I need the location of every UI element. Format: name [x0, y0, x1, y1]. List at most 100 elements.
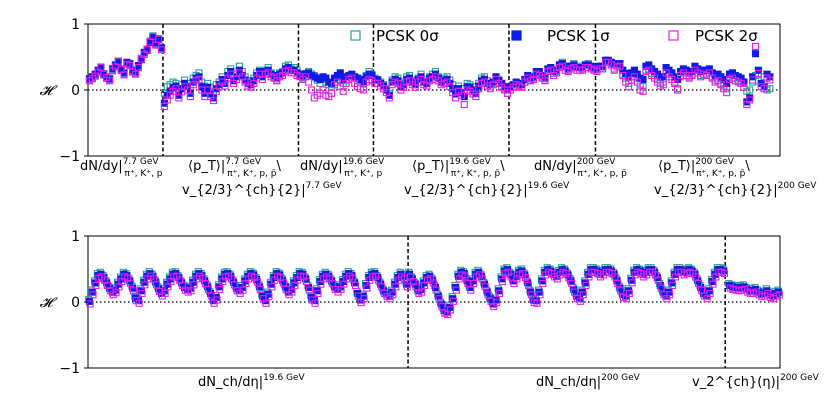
top-point-2s-229 [746, 96, 754, 104]
top-point-2s-230 [749, 76, 757, 84]
bottom-point-2s-1-15 [449, 297, 458, 305]
top-point-1s-192 [639, 75, 647, 83]
bottom-point-2s-1-59 [576, 297, 584, 305]
bottom-point-2s-0-59 [256, 285, 264, 294]
top-point-2s-77 [307, 86, 316, 94]
bottom-point-2s-1-31 [496, 289, 504, 297]
bottom-label-dnch-19: dN_ch/dη|19.6 GeV [198, 373, 306, 390]
bottom-point-2s-0-53 [239, 286, 247, 294]
bottom-point-2s-1-9 [432, 286, 440, 294]
top-panel: 1 0 −1 𝓗 PCSK 0σ PCSK 1σ PCSK 2σ dN/dy|7… [40, 17, 818, 198]
top-point-2s-38 [195, 75, 203, 83]
bottom-label-v2-200: v_2^{ch}(η)|200 GeV [692, 373, 820, 390]
legend-marker-2s [668, 30, 679, 41]
bottom-point-2s-1-8 [429, 279, 437, 287]
top-point-2s-236 [766, 76, 774, 84]
legend: PCSK 0σ PCSK 1σ PCSK 2σ [350, 27, 758, 45]
top-point-2s-4 [97, 64, 105, 72]
top-point-2s-47 [221, 82, 229, 90]
bottom-point-2s-1-60 [579, 291, 587, 299]
bottom-point-2s-0-15 [129, 287, 137, 295]
top-point-2s-107 [394, 79, 402, 87]
top-point-2s-204 [674, 86, 682, 94]
bottom-point-2s-1-104 [706, 289, 714, 297]
top-label-v2-19: v_{2/3}^{ch}{2}|19.6 GeV [404, 181, 570, 198]
top-label-dndy-19: dN/dy|19.6 GeV π⁺, K⁺, p [300, 157, 385, 179]
bottom-point-2s-0-75 [302, 277, 310, 286]
top-point-2s-95 [359, 86, 367, 94]
bottom-point-2s-1-32 [498, 277, 507, 286]
bottom-ytick-label-0: 0 [71, 295, 80, 311]
top-ytick-label-0: 0 [71, 83, 80, 99]
bottom-point-2s-1-87 [657, 284, 665, 292]
top-point-2s-25 [157, 46, 166, 54]
bottom-ytick-label-1: 1 [71, 229, 80, 245]
bottom-point-2s-0-41 [204, 285, 212, 294]
bottom-point-2s-0-17 [135, 299, 143, 307]
bottom-point-2s-1-91 [669, 281, 677, 290]
top-point-2s-17 [134, 64, 143, 72]
legend-label-2s: PCSK 2σ [695, 27, 758, 45]
bottom-point-2s-0-110 [403, 283, 411, 291]
bottom-point-2s-1-10 [435, 295, 443, 303]
legend-marker-0s [350, 30, 361, 41]
top-point-2s-35 [186, 93, 194, 101]
bottom-point-2s-1-76 [625, 289, 633, 297]
top-point-2s-24 [155, 35, 163, 43]
top-point-1s-229 [746, 94, 754, 102]
top-point-2s-49 [227, 70, 235, 78]
top-point-2s-34 [183, 86, 192, 94]
bottom-point-2s-0-18 [138, 289, 146, 297]
top-point-2s-130 [460, 100, 468, 109]
top-point-2s-187 [625, 83, 633, 91]
bottom-point-2s-1-44 [533, 299, 541, 307]
bottom-point-2s-1-21 [467, 286, 475, 294]
top-point-1s-17 [134, 62, 143, 70]
bottom-point-2s-0-76 [305, 286, 313, 294]
bottom-point-2s-1-86 [654, 276, 662, 284]
top-point-2s-14 [126, 62, 134, 70]
top-point-2s-199 [659, 81, 667, 89]
bottom-point-2s-1-57 [571, 288, 579, 296]
top-point-2s-104 [385, 94, 393, 102]
bottom-point-2s-0-14 [126, 279, 135, 288]
bottom-point-2s-0-100 [374, 276, 383, 284]
bottom-point-2s-1-14 [447, 306, 455, 314]
bottom-point-2s-0-106 [392, 283, 400, 291]
top-point-2s-158 [541, 77, 549, 85]
top-ytick-label-m1: −1 [59, 149, 80, 165]
top-section-labels: dN/dy|7.7 GeV π⁺, K⁺, p ⟨p_T⟩|7.7 GeV π⁺, … [80, 157, 817, 198]
bottom-point-2s-1-25 [478, 275, 486, 283]
top-label-pt-200: ⟨p_T⟩|200 GeV π⁺, K⁺, p, p̄\ [658, 157, 750, 179]
bottom-point-2s-1-19 [461, 272, 469, 280]
bottom-point-2s-1-41 [524, 281, 532, 290]
bottom-point-2s-1-45 [536, 291, 544, 299]
top-label-v2-200: v_{2/3}^{ch}{2}|200 GeV [654, 181, 817, 198]
bottom-point-2s-0-63 [268, 283, 276, 291]
bottom-point-2s-1-72 [614, 279, 622, 288]
top-point-2s-227 [740, 83, 748, 91]
bottom-point-2s-0-62 [265, 293, 273, 301]
top-point-2s-76 [305, 78, 313, 86]
top-point-2s-234 [760, 85, 768, 93]
top-point-2s-88 [339, 87, 347, 95]
bottom-point-2s-1-71 [611, 273, 619, 281]
top-point-2s-26 [160, 102, 168, 111]
bottom-point-2s-1-109 [720, 270, 729, 278]
bottom-point-2s-0-1 [89, 291, 97, 299]
top-point-2s-84 [328, 89, 336, 97]
bottom-point-2s-0-0 [86, 300, 94, 308]
bottom-point-2s-1-73 [617, 287, 625, 295]
top-point-1s-231 [751, 50, 760, 58]
bottom-point-2s-0-96 [363, 284, 371, 292]
top-point-1s-25 [157, 44, 166, 52]
top-points [85, 32, 774, 111]
bottom-point-2s-0-61 [262, 299, 270, 307]
top-point-2s-232 [754, 69, 762, 78]
top-point-2s-10 [114, 58, 122, 66]
top-point-2s-20 [143, 46, 151, 54]
bottom-point-2s-1-30 [493, 299, 501, 307]
bottom-point-2s-1-77 [628, 279, 636, 287]
top-point-2s-203 [671, 79, 679, 87]
bottom-point-2s-1-27 [484, 291, 492, 299]
